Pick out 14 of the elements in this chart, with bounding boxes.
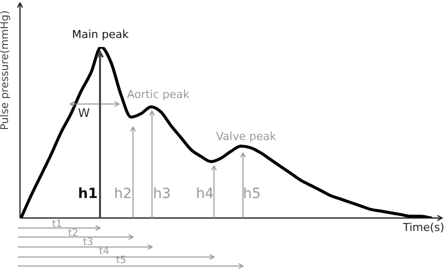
- y-axis-title: Pulse pressure(mmHg): [0, 10, 12, 130]
- annotation: h3: [153, 186, 171, 202]
- x-axis-title: Time(s): [403, 221, 444, 234]
- text: Main peak: [72, 28, 129, 41]
- annotation: W: [78, 106, 90, 120]
- annotation: h2: [114, 186, 132, 202]
- text: t2: [68, 228, 78, 240]
- annotation: Aortic peak: [127, 88, 190, 101]
- annotation: h5: [243, 186, 261, 202]
- annotation: Valve peak: [216, 130, 276, 143]
- text: t1: [52, 219, 62, 231]
- annotation: h4: [196, 186, 214, 202]
- text: t3: [83, 237, 94, 249]
- annotation: h1: [78, 186, 98, 202]
